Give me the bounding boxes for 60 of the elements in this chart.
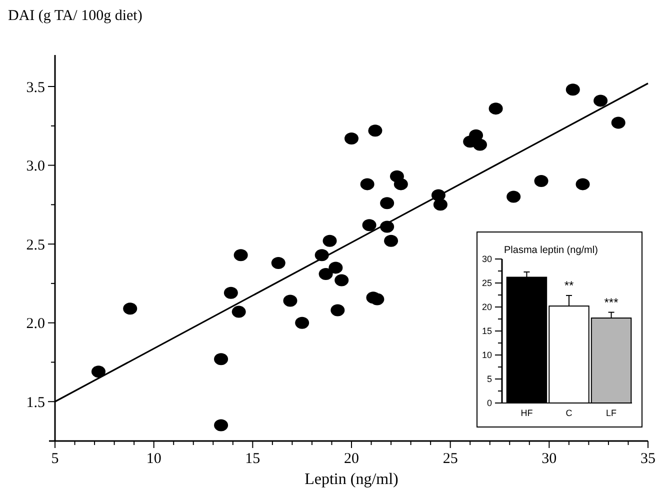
point [271,256,286,269]
point [380,197,394,210]
point [360,178,374,190]
point [594,94,608,107]
x-tick-label: 25 [442,451,458,467]
point [214,419,228,432]
point [472,138,487,151]
point [384,234,398,247]
point [123,302,138,315]
point [328,262,343,274]
point [370,293,384,306]
x-tick-label: 20 [344,451,359,467]
y-tick-label: 25 [482,278,492,288]
point [283,294,298,307]
point [91,366,106,378]
point [506,190,521,203]
x-tick-label: 15 [245,451,260,467]
y-tick-label: 30 [482,254,492,264]
point [488,102,503,115]
point [344,132,358,144]
y-tick-label: 20 [482,302,492,312]
y-tick-label: 2.0 [26,316,45,332]
point [368,124,382,137]
y-tick-label: 15 [482,326,492,336]
x-tick-label: C [566,408,573,418]
point [232,306,246,318]
annotation: ** [564,278,574,292]
x-tick-label: LF [606,408,618,418]
y-tick-label: 3.0 [26,158,45,175]
point [566,84,580,96]
x-tick-label: 5 [51,451,59,467]
point [362,219,376,232]
y-tick-label: 3.5 [26,80,45,96]
y-tick-label: 0 [486,398,492,408]
x-tick-label: HF [520,408,534,418]
chart-title: DAI (g TA/ 100g diet) [8,8,142,24]
point [394,178,408,190]
point [433,198,448,211]
point [611,116,626,129]
y-tick-label: 1.5 [26,394,45,411]
point [330,304,345,316]
x-axis-title: Leptin (ng/ml) [304,471,398,488]
point [295,316,310,329]
point [469,129,484,142]
x-tick-label: 10 [146,451,162,467]
annotation: *** [604,295,619,310]
x-tick-label: 35 [640,451,656,467]
point [576,178,590,190]
chart-title: Plasma leptin (ng/ml) [504,245,598,256]
y-tick-label: 2.5 [26,237,45,254]
point [234,249,248,262]
x-tick-label: 30 [542,451,557,467]
point [318,268,333,280]
point [214,353,228,366]
y-tick-label: 5 [486,374,492,384]
point [334,274,349,286]
point [322,234,337,247]
point [224,286,238,299]
y-tick-label: 10 [482,350,492,360]
point [534,175,548,188]
